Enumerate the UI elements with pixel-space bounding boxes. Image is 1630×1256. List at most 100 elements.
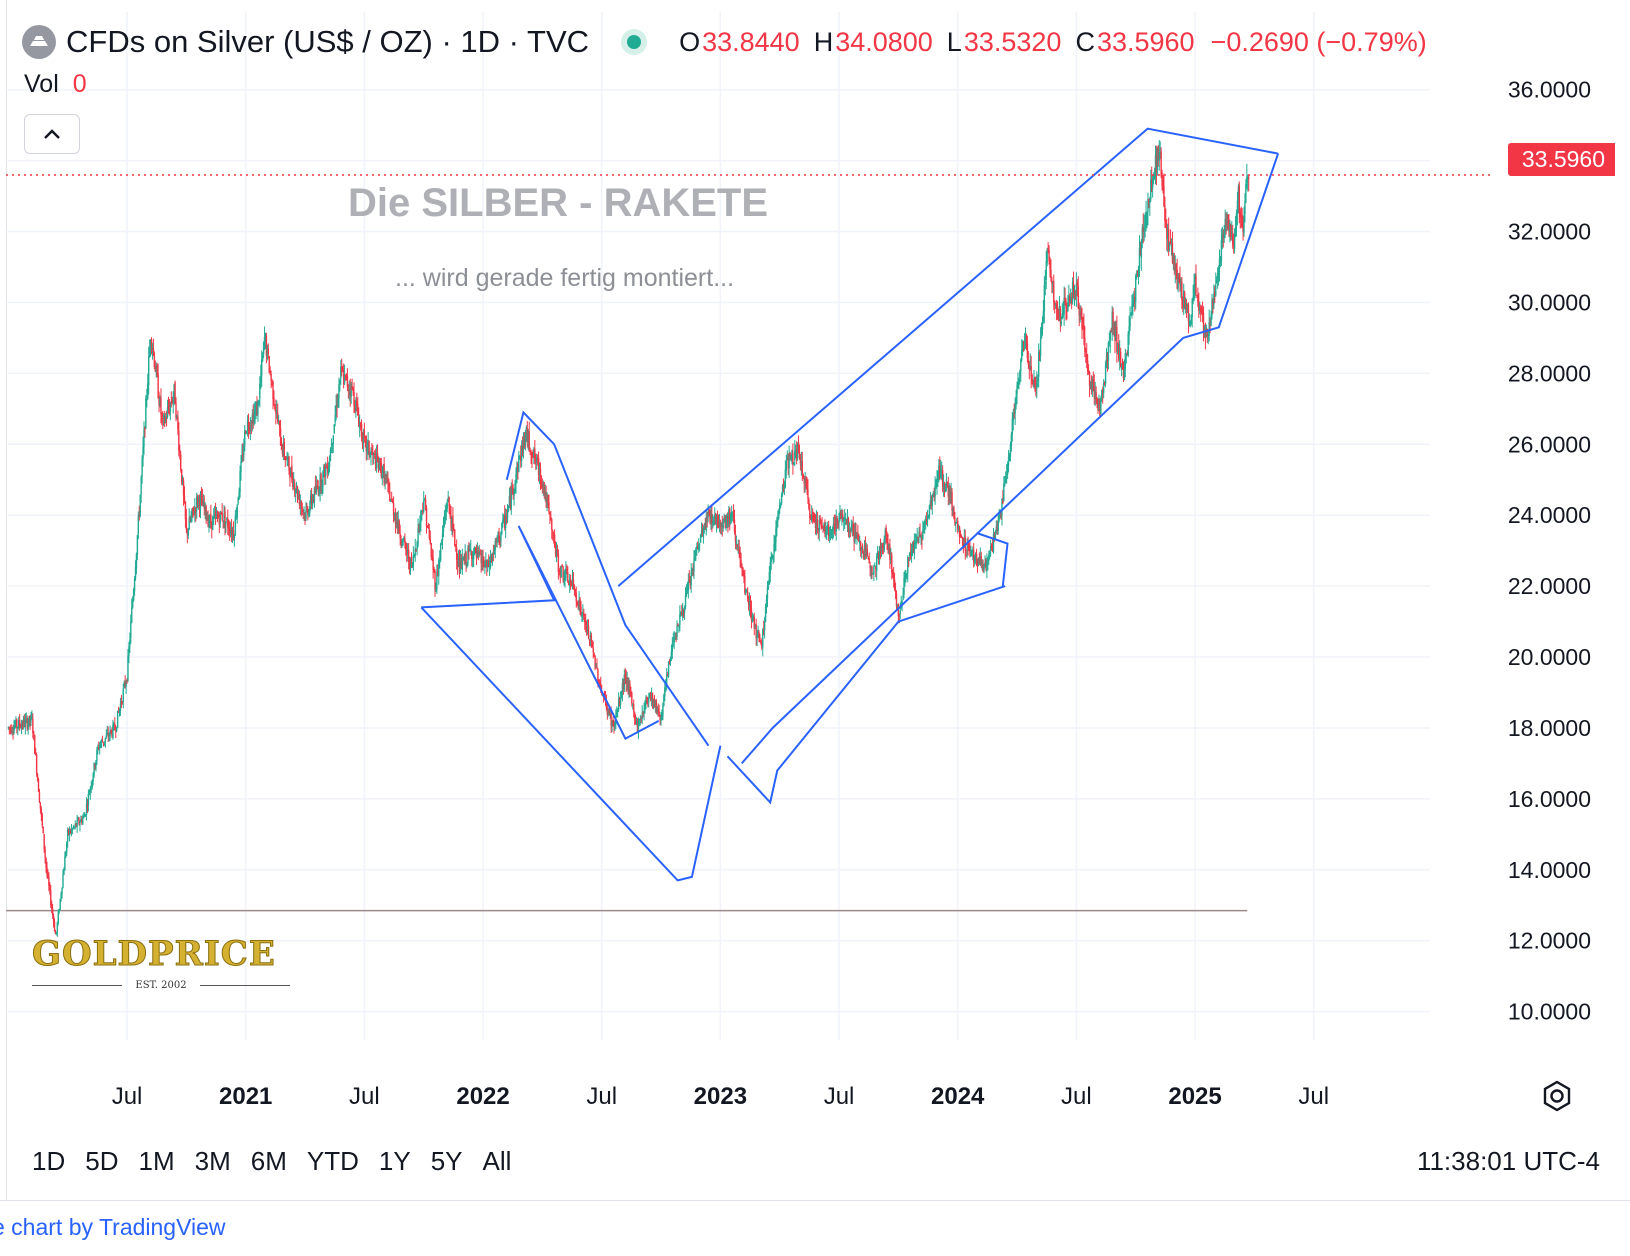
candle-body [708,512,710,514]
candle-body [294,490,297,493]
candle-body [1009,444,1012,457]
candle-body [502,519,504,524]
candle-body [24,719,27,728]
candle-body [951,492,953,511]
range-1d-button[interactable]: 1D [32,1146,66,1176]
candle-body [891,555,893,573]
candle-body [152,347,155,352]
candle-body [577,607,579,609]
candle-body [998,515,1000,521]
candle-body [19,726,22,728]
candle-body [1202,312,1205,332]
symbol-title[interactable]: CFDs on Silver (US$ / OZ) · 1D · TVC [66,24,590,59]
candle-body [524,434,527,445]
candle-body [644,701,646,711]
candle-body [130,620,132,639]
range-1y-button[interactable]: 1Y [378,1146,411,1176]
candle-body [1121,368,1124,370]
candle-body [913,542,916,554]
candle-body [936,478,938,487]
candle-body [921,538,923,541]
candle-body [18,719,21,726]
candle-body [521,446,524,451]
candle-body [186,529,189,535]
candle-body [1021,340,1024,352]
candle-body [1217,268,1220,276]
candle-body [1068,296,1070,302]
range-6m-button[interactable]: 6M [250,1146,287,1176]
range-1m-button[interactable]: 1M [138,1146,175,1176]
candle-body [136,535,139,555]
candle-body [238,490,240,500]
candle-body [564,578,566,581]
candle-body [618,698,621,705]
candle-body [329,449,332,462]
candle-body [935,485,937,487]
range-5d-button[interactable]: 5D [85,1146,119,1176]
candle-body [163,415,165,418]
candle-body [1131,305,1133,315]
candle-body [553,534,556,548]
candle-body [1109,330,1111,341]
candle-body [267,348,270,355]
candle-body [573,585,576,589]
candle-body [645,696,647,703]
candle-body [366,444,368,452]
candle-body [982,564,984,572]
candle-body [860,541,862,551]
candle-body [690,572,692,586]
settings-gear-icon[interactable] [1540,1079,1574,1118]
candle-body [445,508,448,512]
candle-body [1221,234,1224,243]
ohlc-key: O [679,26,701,57]
range-3m-button[interactable]: 3M [194,1146,231,1176]
range-5y-button[interactable]: 5Y [430,1146,463,1176]
candle-body [395,519,398,525]
candle-body [64,856,66,871]
timezone-clock[interactable]: 11:38:01 UTC-4 [1416,1146,1600,1176]
candle-body [202,501,205,507]
candle-body [1163,186,1165,207]
candle-body [710,515,712,520]
ohlc-key: C [1075,26,1095,57]
candle-body [162,418,164,420]
candle-body [953,508,955,519]
candle-body [783,485,786,489]
candle-body [1047,248,1049,250]
candle-body [404,538,406,543]
candle-body [383,463,385,484]
price-change: −0.2690 (−0.79%) [1210,26,1427,57]
candle-body [70,829,73,832]
candle-body [373,453,375,455]
candle-body [723,516,725,522]
candle-body [976,560,979,565]
candle-body [297,495,300,498]
candle-body [866,548,868,557]
candle-body [912,542,915,553]
candle-body [485,559,487,565]
candle-body [30,716,32,723]
candle-body [1162,183,1164,185]
range-all-button[interactable]: All [482,1146,512,1176]
candle-body [1182,300,1184,308]
tradingview-credit-link[interactable]: e chart by TradingView [0,1214,226,1240]
candle-body [180,454,182,470]
candle-body [804,479,806,483]
candle-body [574,589,577,593]
candle-body [1226,221,1228,223]
candle-body [1138,247,1141,268]
candle-body [640,718,642,720]
candle-body [938,465,940,477]
candle-body [258,400,260,403]
collapse-legend-button[interactable] [24,114,80,154]
candle-body [674,637,676,640]
candle-body [12,732,14,734]
candle-body [611,721,613,727]
price-chart[interactable]: 10.0000 12.0000 14.0000 16.0000 18.0000 20.00… [0,0,1630,1200]
candle-body [121,701,124,703]
candle-body [44,849,46,859]
candle-body [659,714,661,721]
candle-body [418,526,420,529]
candle-body [401,544,403,546]
range-ytd-button[interactable]: YTD [306,1146,359,1176]
